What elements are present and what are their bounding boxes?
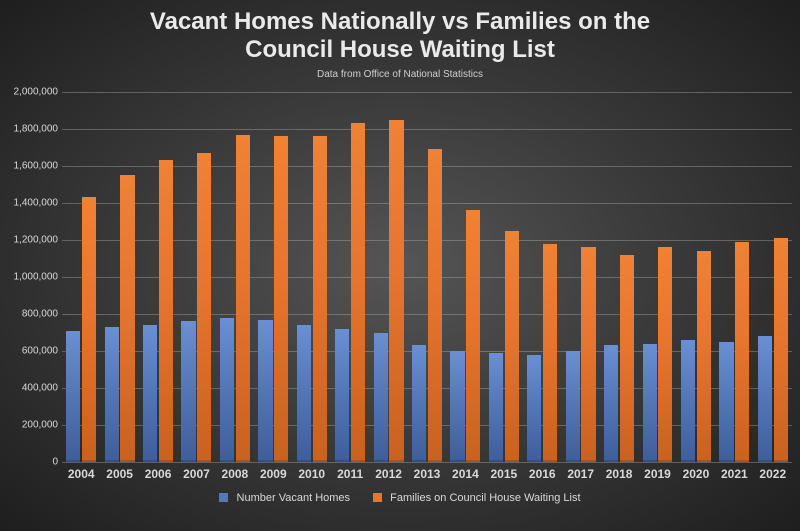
x-tick-label: 2009 (260, 467, 287, 481)
bar-series-0 (66, 331, 80, 462)
x-tick-label: 2005 (106, 467, 133, 481)
chart-container: Vacant Homes Nationally vs Families on t… (0, 0, 800, 531)
legend-item-series-0: Number Vacant Homes (219, 492, 350, 504)
x-tick-label: 2016 (529, 467, 556, 481)
y-tick-label: 0 (52, 457, 58, 468)
bar-series-0 (489, 353, 503, 462)
bar-series-0 (566, 351, 580, 462)
x-tick-label: 2020 (683, 467, 710, 481)
bar-series-1 (735, 242, 749, 462)
x-tick-label: 2007 (183, 467, 210, 481)
bar-series-0 (143, 325, 157, 462)
x-tick-label: 2011 (337, 467, 363, 481)
bar-series-1 (505, 231, 519, 462)
plot-area (62, 92, 792, 462)
bar-series-0 (258, 320, 272, 462)
bar-series-0 (297, 325, 311, 462)
bar-series-0 (527, 355, 541, 462)
bar-series-1 (543, 244, 557, 462)
bar-series-1 (313, 136, 327, 462)
x-tick-label: 2012 (375, 467, 402, 481)
bar-series-1 (351, 123, 365, 462)
x-tick-label: 2022 (759, 467, 786, 481)
x-tick-label: 2018 (606, 467, 633, 481)
bar-series-0 (105, 327, 119, 462)
bar-series-0 (719, 342, 733, 462)
bar-series-0 (412, 345, 426, 462)
bar-series-1 (658, 247, 672, 462)
bar-series-1 (774, 238, 788, 462)
bar-series-1 (697, 251, 711, 462)
bar-series-1 (236, 135, 250, 462)
legend-swatch-0 (219, 493, 228, 502)
bar-series-0 (220, 318, 234, 462)
bar-series-1 (620, 255, 634, 462)
chart-title: Vacant Homes Nationally vs Families on t… (0, 8, 800, 65)
y-tick-label: 400,000 (22, 383, 58, 394)
x-tick-label: 2004 (68, 467, 95, 481)
y-tick-label: 200,000 (22, 420, 58, 431)
chart-subtitle: Data from Office of National Statistics (0, 69, 800, 80)
x-tick-label: 2021 (721, 467, 748, 481)
bar-series-0 (681, 340, 695, 462)
legend-swatch-1 (373, 493, 382, 502)
bar-series-1 (197, 153, 211, 462)
bar-series-0 (335, 329, 349, 462)
bar-series-1 (82, 197, 96, 462)
y-tick-label: 1,600,000 (14, 161, 59, 172)
legend: Number Vacant Homes Families on Council … (0, 492, 800, 504)
y-tick-label: 800,000 (22, 309, 58, 320)
x-tick-label: 2015 (490, 467, 517, 481)
gridline (62, 92, 792, 93)
gridline (62, 462, 792, 463)
bar-series-1 (389, 120, 403, 462)
y-tick-label: 1,800,000 (14, 124, 59, 135)
x-tick-label: 2010 (298, 467, 325, 481)
gridline (62, 129, 792, 130)
y-tick-label: 1,200,000 (14, 235, 59, 246)
legend-label-0: Number Vacant Homes (237, 492, 351, 504)
x-tick-label: 2019 (644, 467, 671, 481)
bar-series-1 (159, 160, 173, 462)
y-tick-label: 1,400,000 (14, 198, 59, 209)
x-tick-label: 2006 (145, 467, 172, 481)
bar-series-1 (274, 136, 288, 462)
bar-series-1 (120, 175, 134, 462)
x-tick-label: 2008 (222, 467, 249, 481)
bar-series-0 (758, 336, 772, 462)
legend-item-series-1: Families on Council House Waiting List (373, 492, 580, 504)
bar-series-0 (181, 321, 195, 462)
y-tick-label: 600,000 (22, 346, 58, 357)
x-tick-label: 2014 (452, 467, 479, 481)
bar-series-0 (450, 351, 464, 462)
y-tick-label: 1,000,000 (14, 272, 59, 283)
bar-series-0 (643, 344, 657, 462)
bar-series-1 (428, 149, 442, 462)
bar-series-1 (581, 247, 595, 462)
bar-series-0 (604, 345, 618, 462)
y-tick-label: 2,000,000 (14, 87, 59, 98)
legend-label-1: Families on Council House Waiting List (390, 492, 580, 504)
bar-series-1 (466, 210, 480, 462)
x-tick-label: 2013 (414, 467, 441, 481)
bar-series-0 (374, 333, 388, 463)
x-tick-label: 2017 (567, 467, 594, 481)
